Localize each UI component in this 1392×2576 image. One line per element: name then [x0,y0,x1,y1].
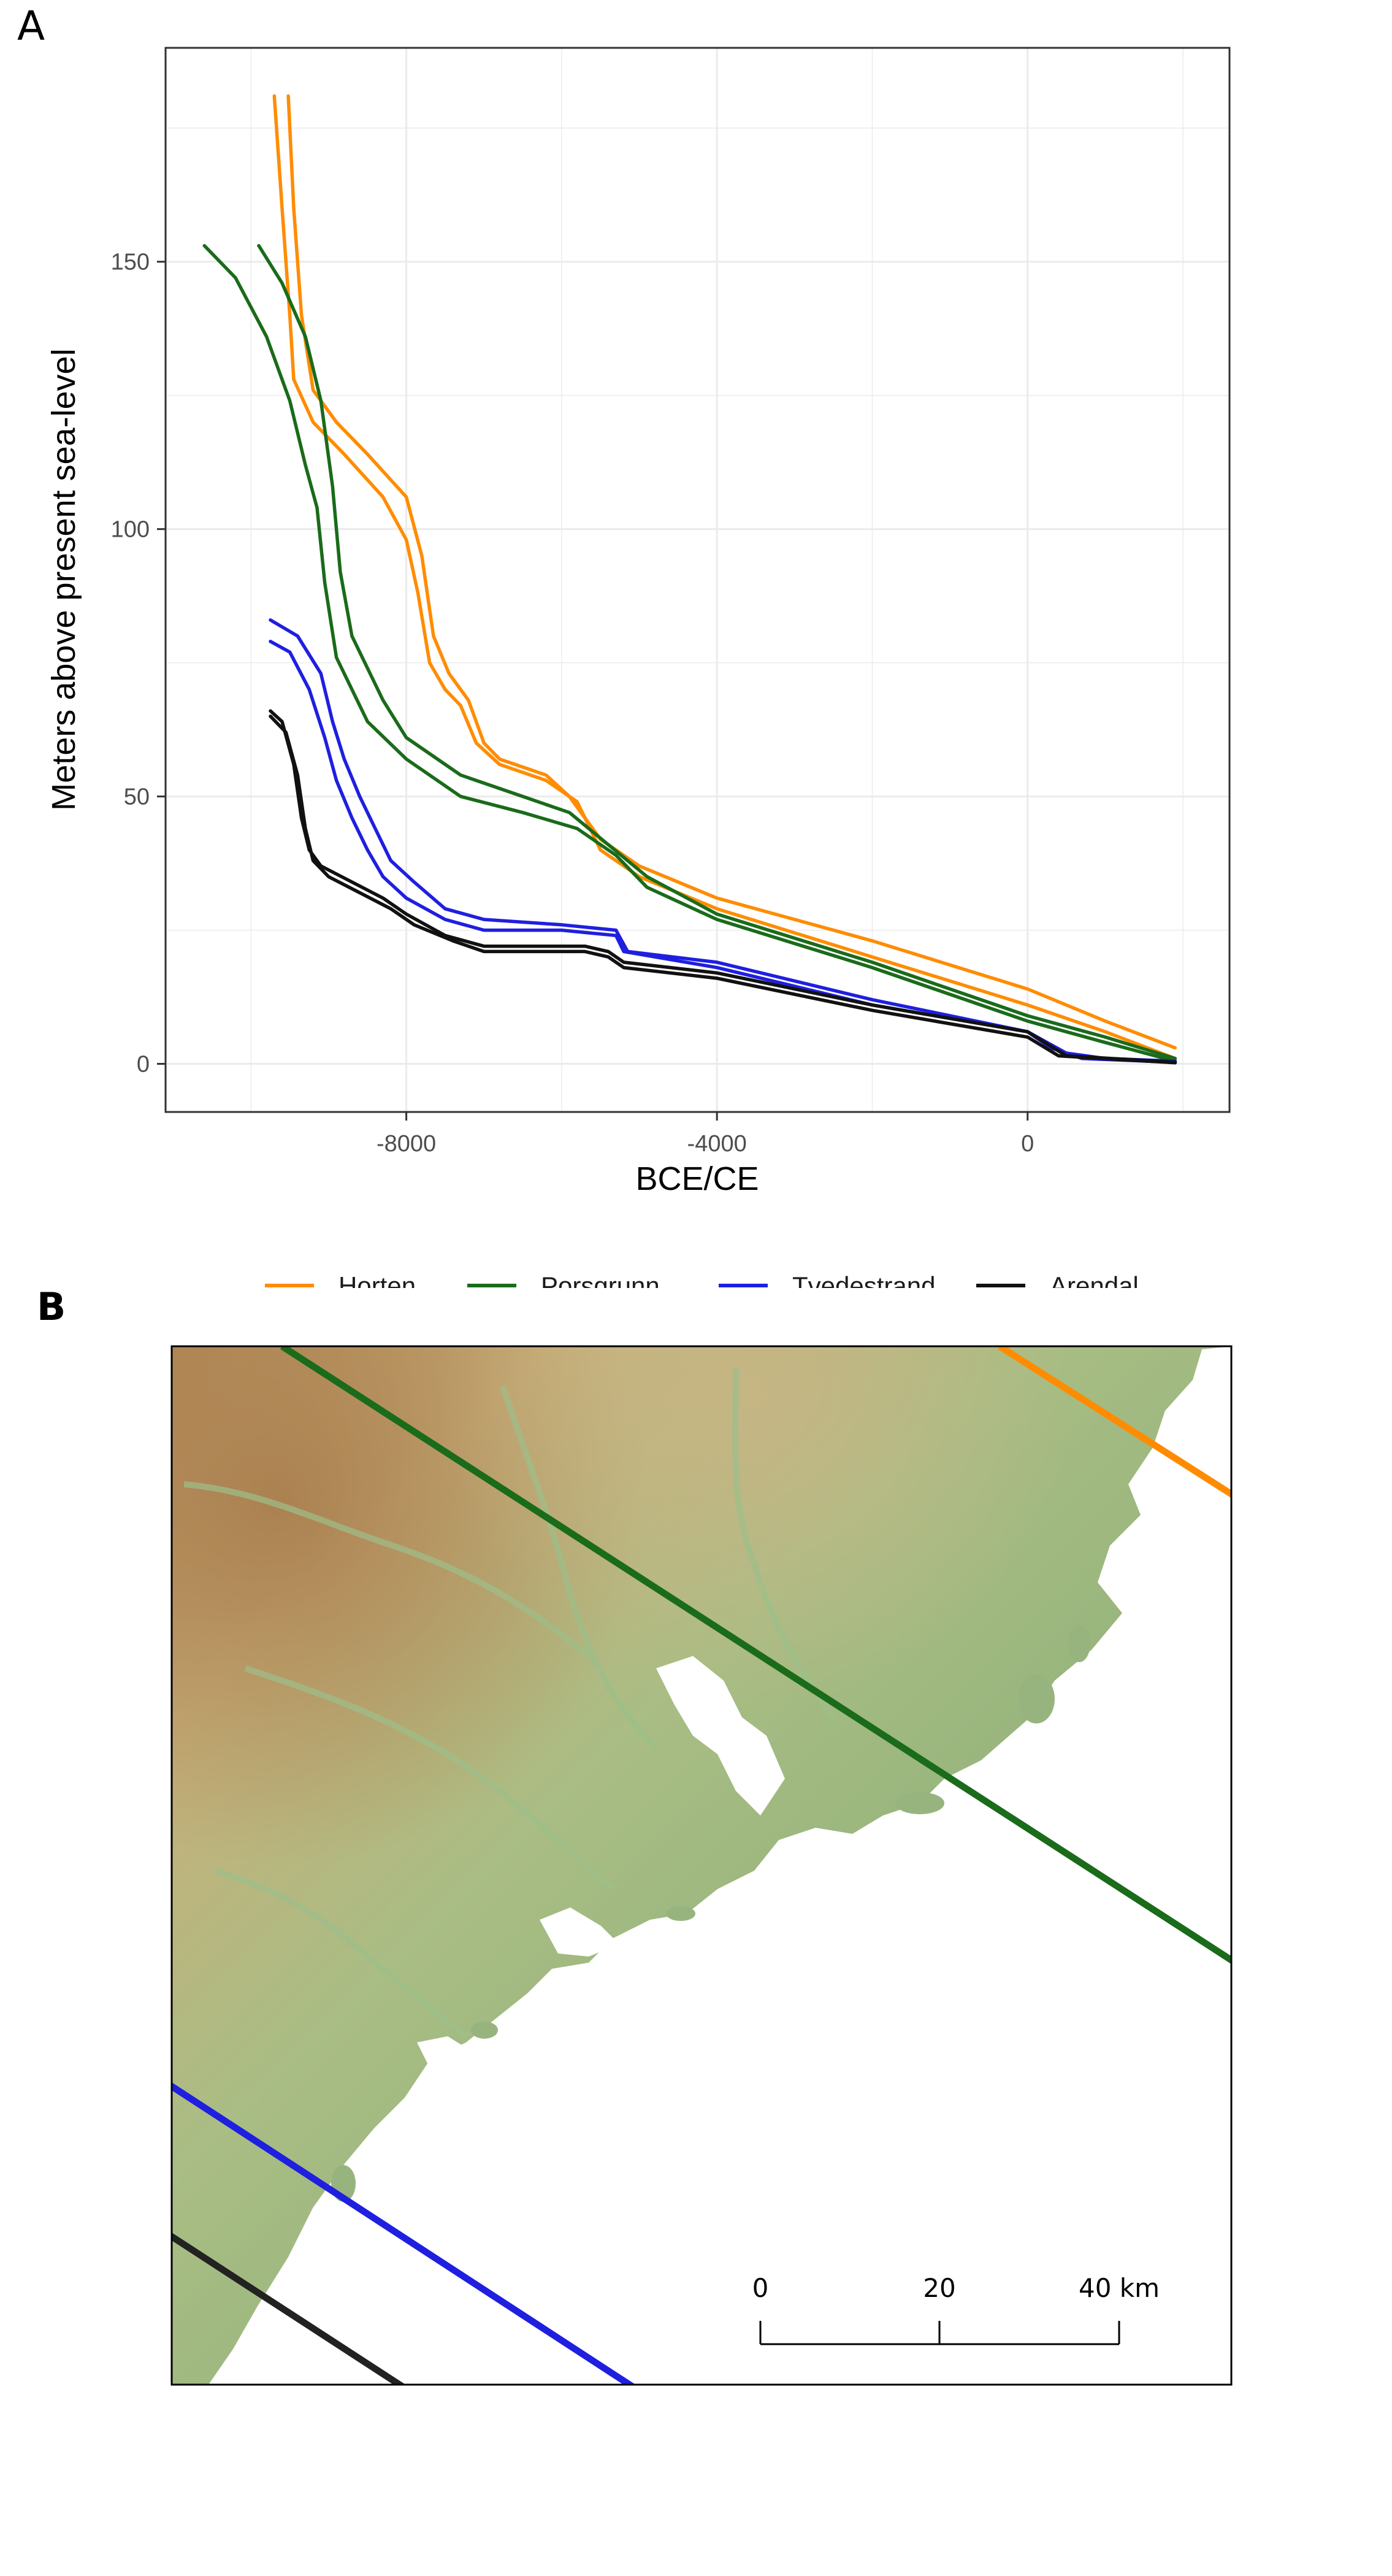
islands [331,1625,1090,2202]
map-border [170,1345,1233,2386]
scale-label-20: 20 [923,2273,955,2303]
y-axis-title: Meters above present sea-level [45,348,82,810]
panel-a-label: A [17,2,45,50]
sea-level-chart: -8000 -4000 0 0 50 100 150 BCE/CE Meters abov… [45,47,1231,1288]
tvedestrand-transect [172,2082,636,2385]
series-lines [202,94,1177,1065]
legend-label-tvedestrand: Tvedestrand [792,1271,935,1288]
arendal-curve-2 [269,715,1177,1065]
porsgrunn-curve-1 [202,243,1177,1063]
porsgrunn-transect [280,1346,1231,1965]
y-tick-label: 0 [137,1052,150,1078]
x-tick-label: -8000 [377,1131,436,1157]
minor-gridlines [166,48,1229,1112]
y-tick-label: 50 [124,784,150,810]
panel-b-label: B [37,1284,66,1329]
sea-inlet [417,2036,472,2070]
sea-inlet [540,1907,619,1957]
horten-curve-1 [272,94,1177,1060]
highland-shading [172,1346,1231,2385]
x-tick-label: -4000 [687,1131,747,1157]
arendal-curve-1 [269,709,1177,1064]
valley-rivers [183,1367,837,2039]
legend-label-horten: Horten [338,1271,416,1288]
y-tick-label: 100 [111,517,150,543]
terrain-base [172,1346,1231,2385]
sea-area [208,1346,1231,2385]
scale-label-0: 0 [752,2273,769,2303]
x-axis-ticks: -8000 -4000 0 [377,1112,1034,1157]
y-tick-label: 150 [111,250,150,275]
sea-inlet [656,1656,785,1815]
arendal-transect [172,2232,406,2385]
legend-label-arendal: Arendal [1050,1271,1139,1288]
upland-shading [172,1346,1231,2385]
scale-bar: 0 20 40 km [752,2273,1160,2345]
chart-legend: Horten Porsgrunn Tvedestrand Arendal [265,1271,1139,1288]
x-axis-title: BCE/CE [635,1160,759,1197]
horten-transect [998,1346,1231,1498]
plot-border [164,47,1231,1113]
x-tick-label: 0 [1021,1131,1034,1157]
legend-label-porsgrunn: Porsgrunn [541,1271,660,1288]
horten-curve-2 [286,94,1177,1050]
porsgrunn-curve-2 [257,243,1177,1060]
scale-label-40: 40 km [1079,2273,1160,2303]
y-axis-ticks: 0 50 100 150 [111,250,166,1078]
